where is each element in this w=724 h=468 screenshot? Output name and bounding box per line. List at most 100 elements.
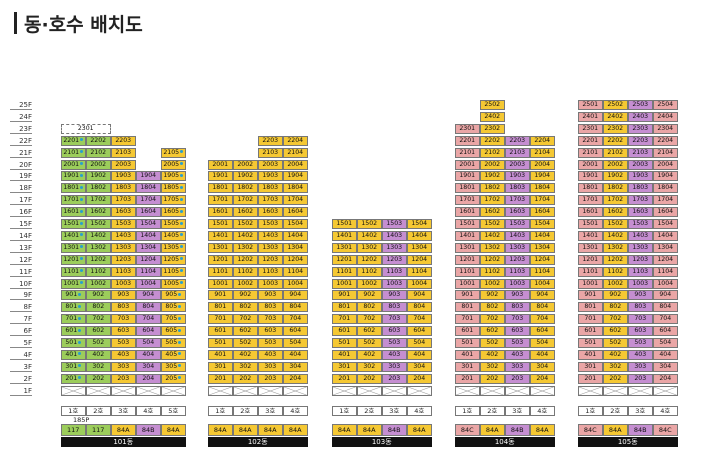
- unit-cell: 1404: [136, 230, 161, 241]
- unit-cell: 1702: [603, 195, 628, 206]
- unit-cell: 1401: [332, 230, 357, 241]
- unit-marker-icon: [178, 352, 182, 356]
- unit-cell: 1402: [86, 230, 111, 241]
- unit-cell: 1905: [161, 171, 186, 182]
- unit-cell: 1502: [603, 219, 628, 229]
- unit-cell: 2105: [161, 147, 186, 158]
- unit-type-cell: 84A: [233, 424, 258, 436]
- unit-cell: 801: [578, 302, 603, 313]
- unit-cell: 1404: [530, 230, 555, 241]
- line-label: 1호: [578, 406, 603, 416]
- unit-cell: 1601: [61, 207, 86, 218]
- unit-cell: 1004: [407, 278, 432, 289]
- unit-cell: 701: [208, 314, 233, 325]
- unit-cell: 1003: [258, 278, 283, 289]
- line-label: 2호: [233, 406, 258, 416]
- unit-cell: 701: [455, 314, 480, 325]
- unit-cell: 401: [332, 349, 357, 360]
- unit-type-cell: 84A: [258, 424, 283, 436]
- unit-marker-icon: [180, 281, 184, 284]
- unit-marker-icon: [180, 233, 184, 237]
- unit-marker-icon: [80, 173, 84, 177]
- unit-cell: 204: [530, 373, 555, 384]
- unit-marker-icon: [180, 173, 184, 177]
- unit-cell: 905: [161, 290, 186, 301]
- unit-cell: 1502: [86, 219, 111, 229]
- unit-cell: 1204: [136, 254, 161, 265]
- unit-cell: 503: [111, 338, 136, 348]
- unit-cell: 1801: [61, 183, 86, 194]
- unit-cell: 1803: [258, 183, 283, 194]
- unit-cell: 702: [357, 314, 382, 325]
- unit-cell: 302: [86, 361, 111, 372]
- unit-cell: 1501: [208, 219, 233, 229]
- unit-type-cell: 84C: [455, 424, 480, 436]
- unit-cell: 1004: [136, 278, 161, 289]
- unit-cell: 2004: [653, 159, 678, 170]
- unit-cell: 404: [653, 349, 678, 360]
- unit-cell: 1202: [480, 254, 505, 265]
- unit-cell: 1504: [653, 219, 678, 229]
- building-name-bar: 104동: [455, 437, 555, 447]
- building-name-bar: 105동: [578, 437, 678, 447]
- unit-marker-icon: [80, 209, 84, 213]
- unit-cell: 701: [61, 314, 86, 325]
- unit-cell: 1301: [332, 242, 357, 253]
- unit-cell: 702: [233, 314, 258, 325]
- unit-cell: 1403: [382, 230, 407, 241]
- unit-cell: 1105: [161, 266, 186, 277]
- unit-cell: 2103: [111, 147, 136, 158]
- unit-cell: 605: [161, 326, 186, 337]
- unit-type-cell: 84A: [603, 424, 628, 436]
- unit-cell: 1701: [578, 195, 603, 206]
- line-label: 1호: [455, 406, 480, 416]
- piloti-cell: [455, 385, 480, 396]
- unit-cell: 703: [505, 314, 530, 325]
- unit-cell: 2304: [653, 123, 678, 134]
- unit-cell: 404: [283, 349, 308, 360]
- unit-cell: 1103: [382, 266, 407, 277]
- unit-marker-icon: [80, 233, 84, 237]
- unit-cell: 604: [653, 326, 678, 337]
- unit-cell: 701: [332, 314, 357, 325]
- unit-cell: 2201: [455, 135, 480, 146]
- unit-cell: 1302: [233, 242, 258, 253]
- unit-cell: 1704: [136, 195, 161, 206]
- unit-cell: 2104: [530, 147, 555, 158]
- unit-cell: 1304: [136, 242, 161, 253]
- unit-marker-icon: [180, 257, 184, 261]
- floor-label: 15F: [10, 219, 32, 229]
- unit-cell: 1503: [628, 219, 653, 229]
- unit-cell: 1403: [258, 230, 283, 241]
- unit-cell: 704: [407, 314, 432, 325]
- unit-type-cell: 84B: [136, 424, 161, 436]
- unit-cell: 1505: [161, 219, 186, 229]
- unit-cell: 403: [505, 349, 530, 360]
- unit-cell: 1101: [208, 266, 233, 277]
- building-name-bar: 103동: [332, 437, 432, 447]
- unit-cell: 1301: [578, 242, 603, 253]
- unit-cell: 403: [258, 349, 283, 360]
- unit-cell: 302: [603, 361, 628, 372]
- unit-cell: 1601: [208, 207, 233, 218]
- unit-cell: 505: [161, 338, 186, 348]
- unit-cell: 604: [407, 326, 432, 337]
- unit-cell: 904: [136, 290, 161, 301]
- unit-cell: 402: [603, 349, 628, 360]
- unit-cell: 501: [208, 338, 233, 348]
- unit-cell: 802: [603, 302, 628, 313]
- unit-cell: 1404: [407, 230, 432, 241]
- unit-cell: 704: [653, 314, 678, 325]
- unit-cell: 302: [233, 361, 258, 372]
- unit-cell-penthouse: 2301: [61, 123, 111, 134]
- piloti-cell: [283, 385, 308, 396]
- unit-cell: 2202: [480, 135, 505, 146]
- unit-cell: 1501: [578, 219, 603, 229]
- line-label: 1호: [332, 406, 357, 416]
- unit-cell: 2101: [455, 147, 480, 158]
- unit-cell: 2101: [578, 147, 603, 158]
- unit-cell: 704: [136, 314, 161, 325]
- unit-cell: 1402: [603, 230, 628, 241]
- unit-cell: 801: [61, 302, 86, 313]
- unit-cell: 203: [258, 373, 283, 384]
